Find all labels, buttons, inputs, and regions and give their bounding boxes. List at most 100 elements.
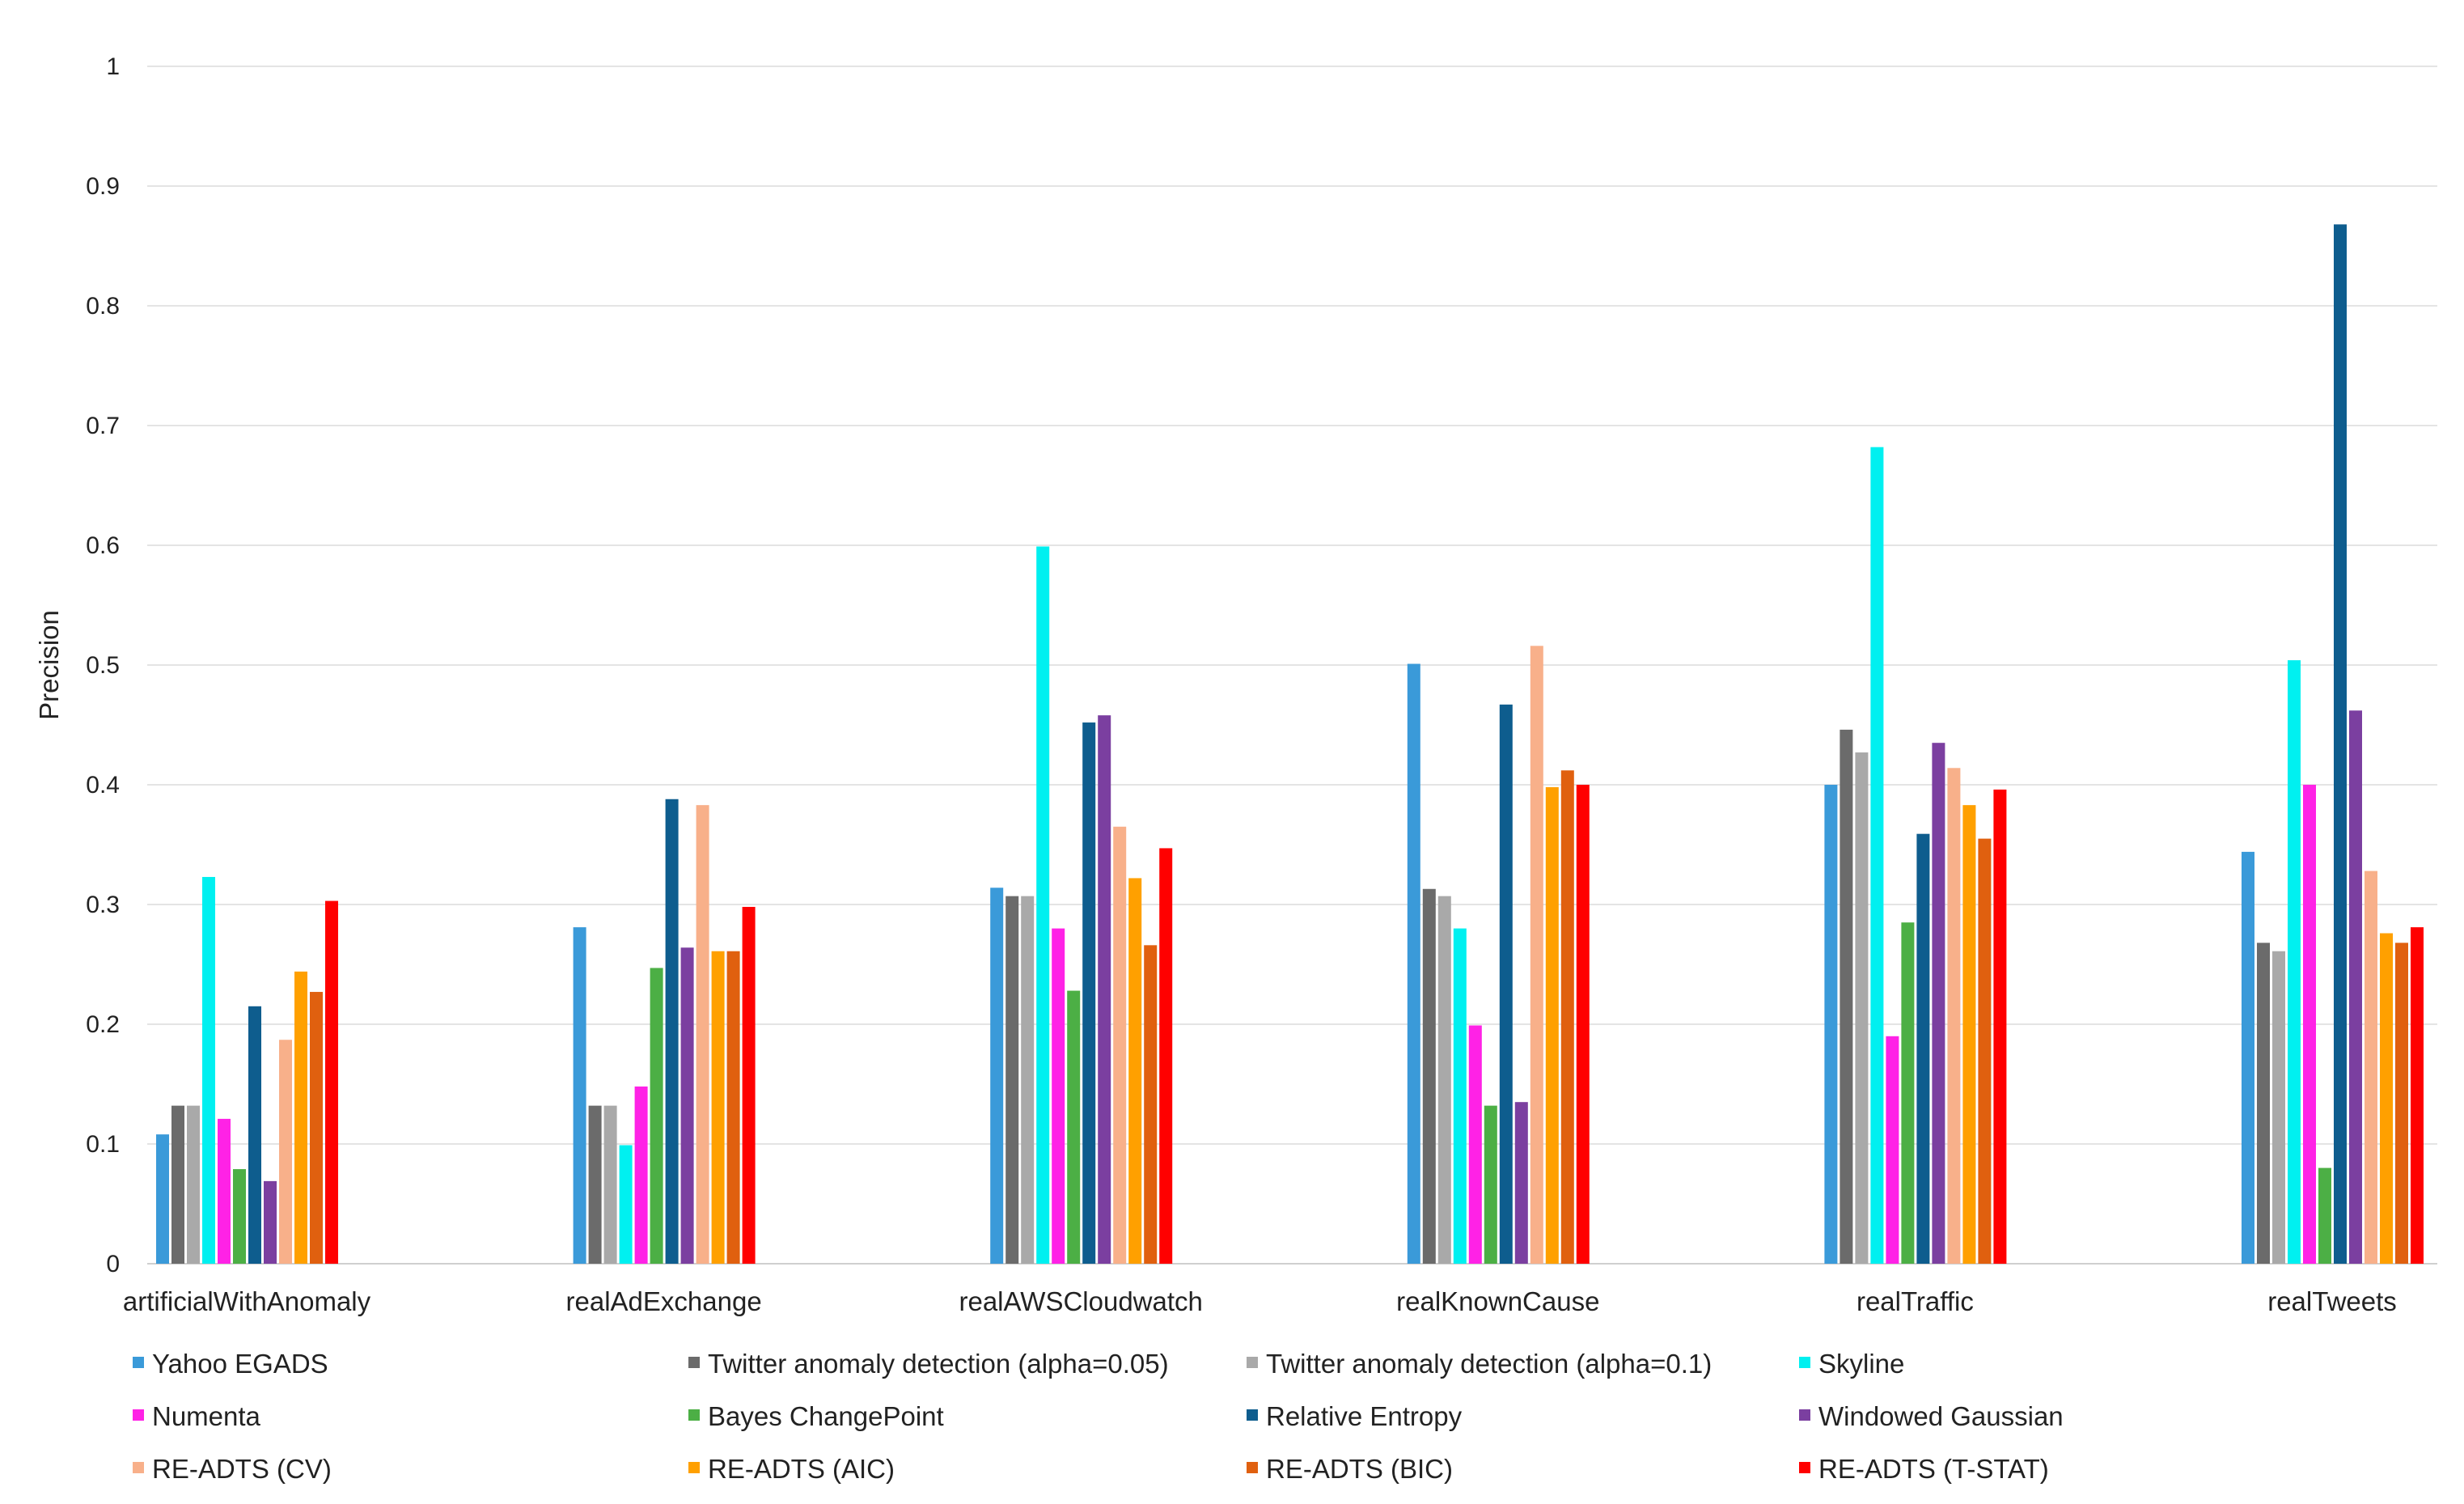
legend-swatch [1799, 1409, 1810, 1421]
bar [1916, 833, 1930, 1264]
y-axis-ticks: 0 0.1 0.2 0.3 0.4 0.5 0.6 0.7 0.8 0.9 1 [86, 53, 120, 1277]
bar [2242, 851, 2254, 1264]
legend-swatch [688, 1409, 700, 1421]
bar [2380, 933, 2393, 1264]
legend-label: RE-ADTS (T-STAT) [1818, 1454, 2049, 1484]
bar [1144, 945, 1158, 1264]
x-category-label: realKnownCause [1396, 1286, 1599, 1316]
legend-label: Yahoo EGADS [152, 1349, 328, 1379]
bar [1113, 826, 1127, 1264]
bar [696, 805, 709, 1264]
bar [1021, 896, 1035, 1264]
bar [294, 971, 307, 1264]
bar [264, 1180, 277, 1264]
bar [990, 888, 1004, 1264]
bars [156, 224, 2424, 1264]
bar [310, 992, 323, 1264]
bar [1437, 896, 1451, 1264]
bar [1159, 848, 1173, 1264]
bar [619, 1145, 633, 1264]
legend-label: Windowed Gaussian [1818, 1401, 2064, 1431]
bar [711, 951, 725, 1264]
x-category-label: realTraffic [1856, 1286, 1974, 1316]
bar [233, 1169, 246, 1264]
bar [202, 876, 215, 1264]
legend-swatch [1799, 1462, 1810, 1473]
bar [1962, 805, 1976, 1264]
legend-label: RE-ADTS (AIC) [708, 1454, 895, 1484]
legend-label: RE-ADTS (CV) [152, 1454, 332, 1484]
legend-swatch [688, 1462, 700, 1473]
bar [1886, 1036, 1899, 1264]
bar [1082, 722, 1096, 1264]
legend-label: Bayes ChangePoint [708, 1401, 944, 1431]
bar [2303, 785, 2316, 1264]
bar [1067, 990, 1081, 1264]
y-tick-label: 0.2 [86, 1011, 120, 1038]
legend-label: Relative Entropy [1266, 1401, 1463, 1431]
bar [726, 951, 740, 1264]
bar [1499, 704, 1513, 1264]
bar [573, 927, 586, 1264]
bar [1453, 928, 1467, 1264]
x-category-label: realAdExchange [566, 1286, 762, 1316]
bar [2257, 943, 2270, 1264]
bar [2349, 710, 2362, 1264]
y-tick-label: 0.1 [86, 1131, 120, 1158]
legend-swatch [133, 1462, 144, 1473]
bar [1098, 715, 1111, 1264]
legend-swatch [1247, 1357, 1258, 1368]
bar [603, 1105, 617, 1264]
bar [187, 1105, 200, 1264]
bar [1560, 770, 1574, 1264]
legend-swatch [133, 1357, 144, 1368]
bar [650, 968, 663, 1264]
legend-swatch [688, 1357, 700, 1368]
y-tick-label: 0 [106, 1251, 120, 1277]
x-axis-categories: artificialWithAnomaly realAdExchange realA… [123, 1286, 2397, 1316]
bar [1530, 646, 1543, 1264]
x-category-label: realAWSCloudwatch [959, 1286, 1202, 1316]
x-category-label: artificialWithAnomaly [123, 1286, 371, 1316]
bar [171, 1105, 184, 1264]
bar [1545, 786, 1559, 1264]
bar [680, 947, 694, 1264]
x-category-label: realTweets [2267, 1286, 2397, 1316]
bar [1840, 729, 1853, 1264]
y-tick-label: 0.7 [86, 413, 120, 439]
bar [1576, 785, 1590, 1264]
legend-label: Twitter anomaly detection (alpha=0.1) [1266, 1349, 1712, 1379]
bar [1514, 1102, 1528, 1264]
y-tick-label: 1 [106, 53, 120, 80]
bar [1870, 447, 1884, 1264]
bar [2395, 943, 2408, 1264]
bar [279, 1040, 292, 1264]
legend-label: Skyline [1818, 1349, 1904, 1379]
bar [2318, 1167, 2331, 1264]
bar [2411, 927, 2424, 1264]
y-tick-label: 0.3 [86, 892, 120, 918]
bar [1468, 1025, 1482, 1264]
bar [156, 1134, 169, 1264]
bar [665, 799, 679, 1264]
bar [1993, 789, 2007, 1264]
bar [742, 906, 756, 1264]
y-tick-label: 0.9 [86, 173, 120, 200]
bar [2365, 871, 2377, 1264]
legend-label: Numenta [152, 1401, 261, 1431]
legend-swatch [133, 1409, 144, 1421]
bar [1005, 896, 1019, 1264]
y-tick-label: 0.8 [86, 293, 120, 320]
y-axis-label: Precision [34, 610, 64, 720]
bar [1422, 888, 1436, 1264]
bar [588, 1105, 602, 1264]
bar [1932, 743, 1945, 1264]
y-tick-label: 0.4 [86, 772, 120, 799]
legend-swatch [1247, 1409, 1258, 1421]
bar [634, 1086, 648, 1264]
bar [248, 1006, 261, 1264]
bar [1901, 922, 1915, 1264]
bar [1484, 1105, 1497, 1264]
legend: Yahoo EGADS Twitter anomaly detection (al… [133, 1349, 2064, 1484]
